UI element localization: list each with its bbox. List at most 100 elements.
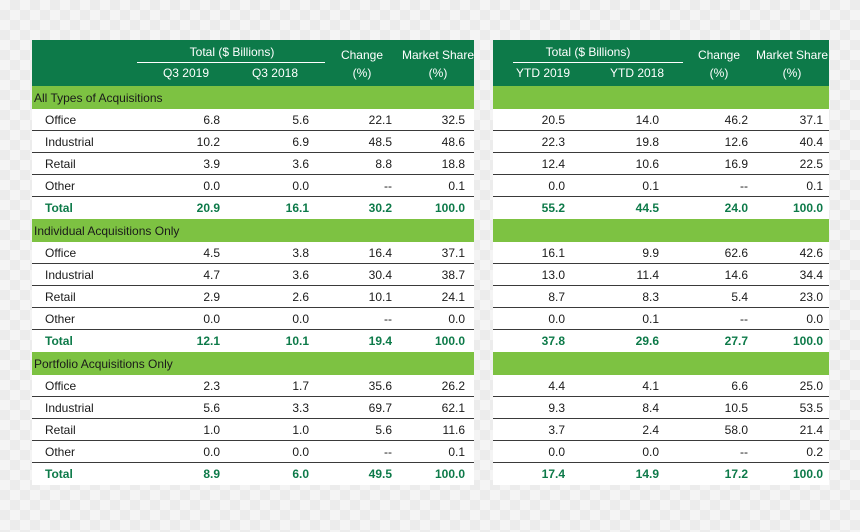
cell-value: 10.1 [368, 289, 392, 304]
cell-value: 37.1 [799, 112, 823, 127]
cell-value: 22.5 [799, 156, 823, 171]
cell-value: 17.4 [541, 467, 565, 481]
total-row: 55.2 44.5 24.0 100.0 [493, 197, 829, 219]
total-row: Total 8.9 6.0 49.5 100.0 [32, 463, 474, 485]
cell-value: 100.0 [434, 201, 465, 215]
cell-value: 35.6 [368, 378, 392, 393]
cell-value: 16.1 [541, 245, 565, 260]
cell-value: 55.2 [541, 201, 565, 215]
cell-value: 1.0 [203, 422, 220, 437]
right-table-header: Total ($ Billions) YTD 2019 YTD 2018 Cha… [493, 40, 829, 86]
right-group-underline [513, 62, 683, 63]
cell-value: 48.6 [441, 134, 465, 149]
cell-value: 37.8 [541, 334, 565, 348]
cell-value: 22.1 [368, 112, 392, 127]
cell-value: 11.6 [442, 422, 465, 437]
row-label: Office [45, 245, 77, 260]
cell-value: 100.0 [792, 334, 823, 348]
cell-value: 0.0 [642, 444, 659, 459]
right-col-ytd-2018: YTD 2018 [609, 66, 665, 80]
cell-value: 5.6 [375, 422, 392, 437]
table-row: 13.0 11.4 14.6 34.4 [493, 264, 829, 286]
cell-value: 6.6 [731, 378, 748, 393]
cell-value: 3.9 [203, 156, 220, 171]
left-table-panel: Total ($ Billions) Q3 2019 Q3 2018 Chang… [32, 40, 474, 485]
left-table-header: Total ($ Billions) Q3 2019 Q3 2018 Chang… [32, 40, 474, 86]
cell-value: 37.1 [441, 245, 465, 260]
cell-value: 10.2 [196, 134, 220, 149]
cell-value: -- [740, 311, 748, 326]
cell-value: 10.5 [724, 400, 748, 415]
right-col-market-share-unit: (%) [782, 66, 802, 80]
cell-value: 2.9 [203, 289, 220, 304]
cell-value: 0.0 [548, 311, 565, 326]
cell-value: 3.6 [292, 156, 309, 171]
right-group-header: Total ($ Billions) [545, 45, 631, 59]
cell-value: 3.3 [292, 400, 309, 415]
row-label: Other [45, 178, 76, 193]
cell-value: 10.6 [635, 156, 659, 171]
right-table-panel: Total ($ Billions) YTD 2019 YTD 2018 Cha… [493, 40, 829, 485]
cell-value: 8.9 [203, 467, 220, 481]
cell-value: 18.8 [441, 156, 465, 171]
cell-value: 20.9 [196, 201, 220, 215]
cell-value: 9.9 [642, 245, 659, 260]
cell-value: 13.0 [541, 267, 565, 282]
left-col-change-unit: (%) [352, 66, 372, 80]
cell-value: 5.6 [203, 400, 220, 415]
cell-value: 1.7 [292, 378, 309, 393]
cell-value: 0.1 [806, 178, 823, 193]
right-col-change: Change [697, 48, 741, 62]
cell-value: 62.1 [441, 400, 465, 415]
cell-value: 69.7 [368, 400, 392, 415]
table-row: Other 0.0 0.0 -- 0.1 [32, 175, 474, 197]
cell-value: 27.7 [724, 334, 748, 348]
table-row: Retail 2.9 2.6 10.1 24.1 [32, 286, 474, 308]
cell-value: 40.4 [799, 134, 823, 149]
cell-value: 12.1 [196, 334, 220, 348]
cell-value: 0.0 [548, 444, 565, 459]
cell-value: 0.0 [292, 311, 309, 326]
cell-value: 34.4 [799, 267, 823, 282]
section-header: Individual Acquisitions Only [32, 219, 474, 242]
cell-value: 100.0 [792, 467, 823, 481]
row-label: Retail [45, 156, 76, 171]
cell-value: -- [384, 444, 392, 459]
cell-value: 14.6 [724, 267, 748, 282]
cell-value: 0.0 [448, 311, 465, 326]
row-label: Total [45, 334, 73, 348]
cell-value: 24.0 [724, 201, 748, 215]
row-label: Industrial [45, 134, 94, 149]
cell-value: 0.0 [806, 311, 823, 326]
row-label: Retail [45, 289, 76, 304]
row-label: Total [45, 201, 73, 215]
left-col-q3-2019: Q3 2019 [162, 66, 210, 80]
cell-value: 10.1 [285, 334, 309, 348]
table-row: 0.0 0.1 -- 0.0 [493, 308, 829, 330]
cell-value: 30.4 [368, 267, 392, 282]
cell-value: 16.4 [368, 245, 392, 260]
cell-value: 14.9 [635, 467, 659, 481]
cell-value: 19.4 [368, 334, 392, 348]
cell-value: 0.2 [806, 444, 823, 459]
section-header: Portfolio Acquisitions Only [32, 352, 474, 375]
table-row: 0.0 0.0 -- 0.2 [493, 441, 829, 463]
cell-value: 49.5 [368, 467, 392, 481]
cell-value: 8.7 [548, 289, 565, 304]
cell-value: 9.3 [548, 400, 565, 415]
cell-value: 2.3 [203, 378, 220, 393]
row-label: Industrial [45, 400, 94, 415]
cell-value: 53.5 [799, 400, 823, 415]
cell-value: 62.6 [724, 245, 748, 260]
cell-value: -- [740, 178, 748, 193]
cell-value: 0.0 [203, 311, 220, 326]
cell-value: 11.4 [636, 267, 659, 282]
cell-value: 8.8 [375, 156, 392, 171]
cell-value: 0.1 [642, 178, 659, 193]
cell-value: 42.6 [799, 245, 823, 260]
table-row: 12.4 10.6 16.9 22.5 [493, 153, 829, 175]
left-col-market-share-unit: (%) [428, 66, 448, 80]
total-row: Total 20.9 16.1 30.2 100.0 [32, 197, 474, 219]
table-row: Industrial 4.7 3.6 30.4 38.7 [32, 264, 474, 286]
cell-value: 20.5 [541, 112, 565, 127]
